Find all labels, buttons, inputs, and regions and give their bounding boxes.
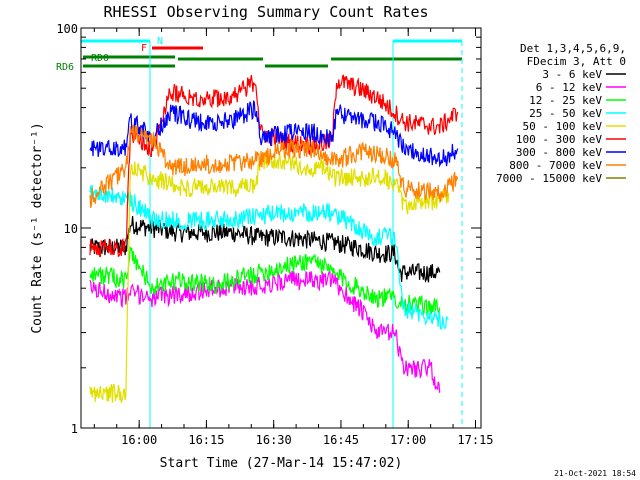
series-line-4: [89, 184, 449, 330]
x-tick-label-3: 16:30: [256, 433, 292, 447]
legend-title-line-2: FDecim 3, Att 0: [527, 55, 626, 68]
legend-label-5: 50 - 100 keV: [523, 120, 603, 133]
y-tick-label-2: 10: [64, 222, 78, 236]
x-tick-label-5: 17:00: [390, 433, 426, 447]
annotation-n: N: [157, 36, 163, 47]
legend-label-3: 12 - 25 keV: [529, 94, 602, 107]
series-line-1: [89, 216, 441, 283]
y-tick-label-1: 1: [71, 422, 78, 436]
axes-group: 16:00 16:15 16:30 16:45 17:00 17:15 1 10 100: [56, 22, 493, 447]
y-axis-label: Count Rate (s⁻¹ detector⁻¹): [30, 122, 45, 333]
y-tick-label-3: 100: [56, 22, 78, 36]
x-tick-label-1: 16:00: [121, 433, 157, 447]
series-line-8: [89, 124, 459, 209]
x-tick-label-2: 16:15: [188, 433, 224, 447]
legend-title-line-1: Det 1,3,4,5,6,9,: [520, 42, 626, 55]
legend-label-6: 100 - 300 keV: [516, 133, 602, 146]
x-axis-label: Start Time (27-Mar-14 15:47:02): [160, 456, 403, 471]
legend-label-9: 7000 - 15000 keV: [496, 172, 602, 185]
legend-label-2: 6 - 12 keV: [536, 81, 603, 94]
legend-label-1: 3 - 6 keV: [542, 68, 602, 81]
series-line-2: [89, 269, 441, 393]
series-line-3: [89, 245, 441, 317]
chart-title: RHESSI Observing Summary Count Rates: [103, 3, 428, 21]
timestamp: 21-Oct-2021 18:54: [554, 469, 636, 478]
annotation-rd6: RD6: [56, 62, 74, 73]
x-tick-label-4: 16:45: [323, 433, 359, 447]
annotation-rd0: RD0: [91, 53, 109, 64]
legend-label-7: 300 - 800 keV: [516, 146, 602, 159]
legend-label-8: 800 - 7000 keV: [509, 159, 602, 172]
series-group: [89, 74, 459, 403]
x-tick-label-6: 17:15: [457, 433, 493, 447]
legend-label-4: 25 - 50 keV: [529, 107, 602, 120]
legend: Det 1,3,4,5,6,9, FDecim 3, Att 0 3 - 6 k…: [496, 42, 626, 185]
annotation-f: F: [141, 43, 147, 54]
